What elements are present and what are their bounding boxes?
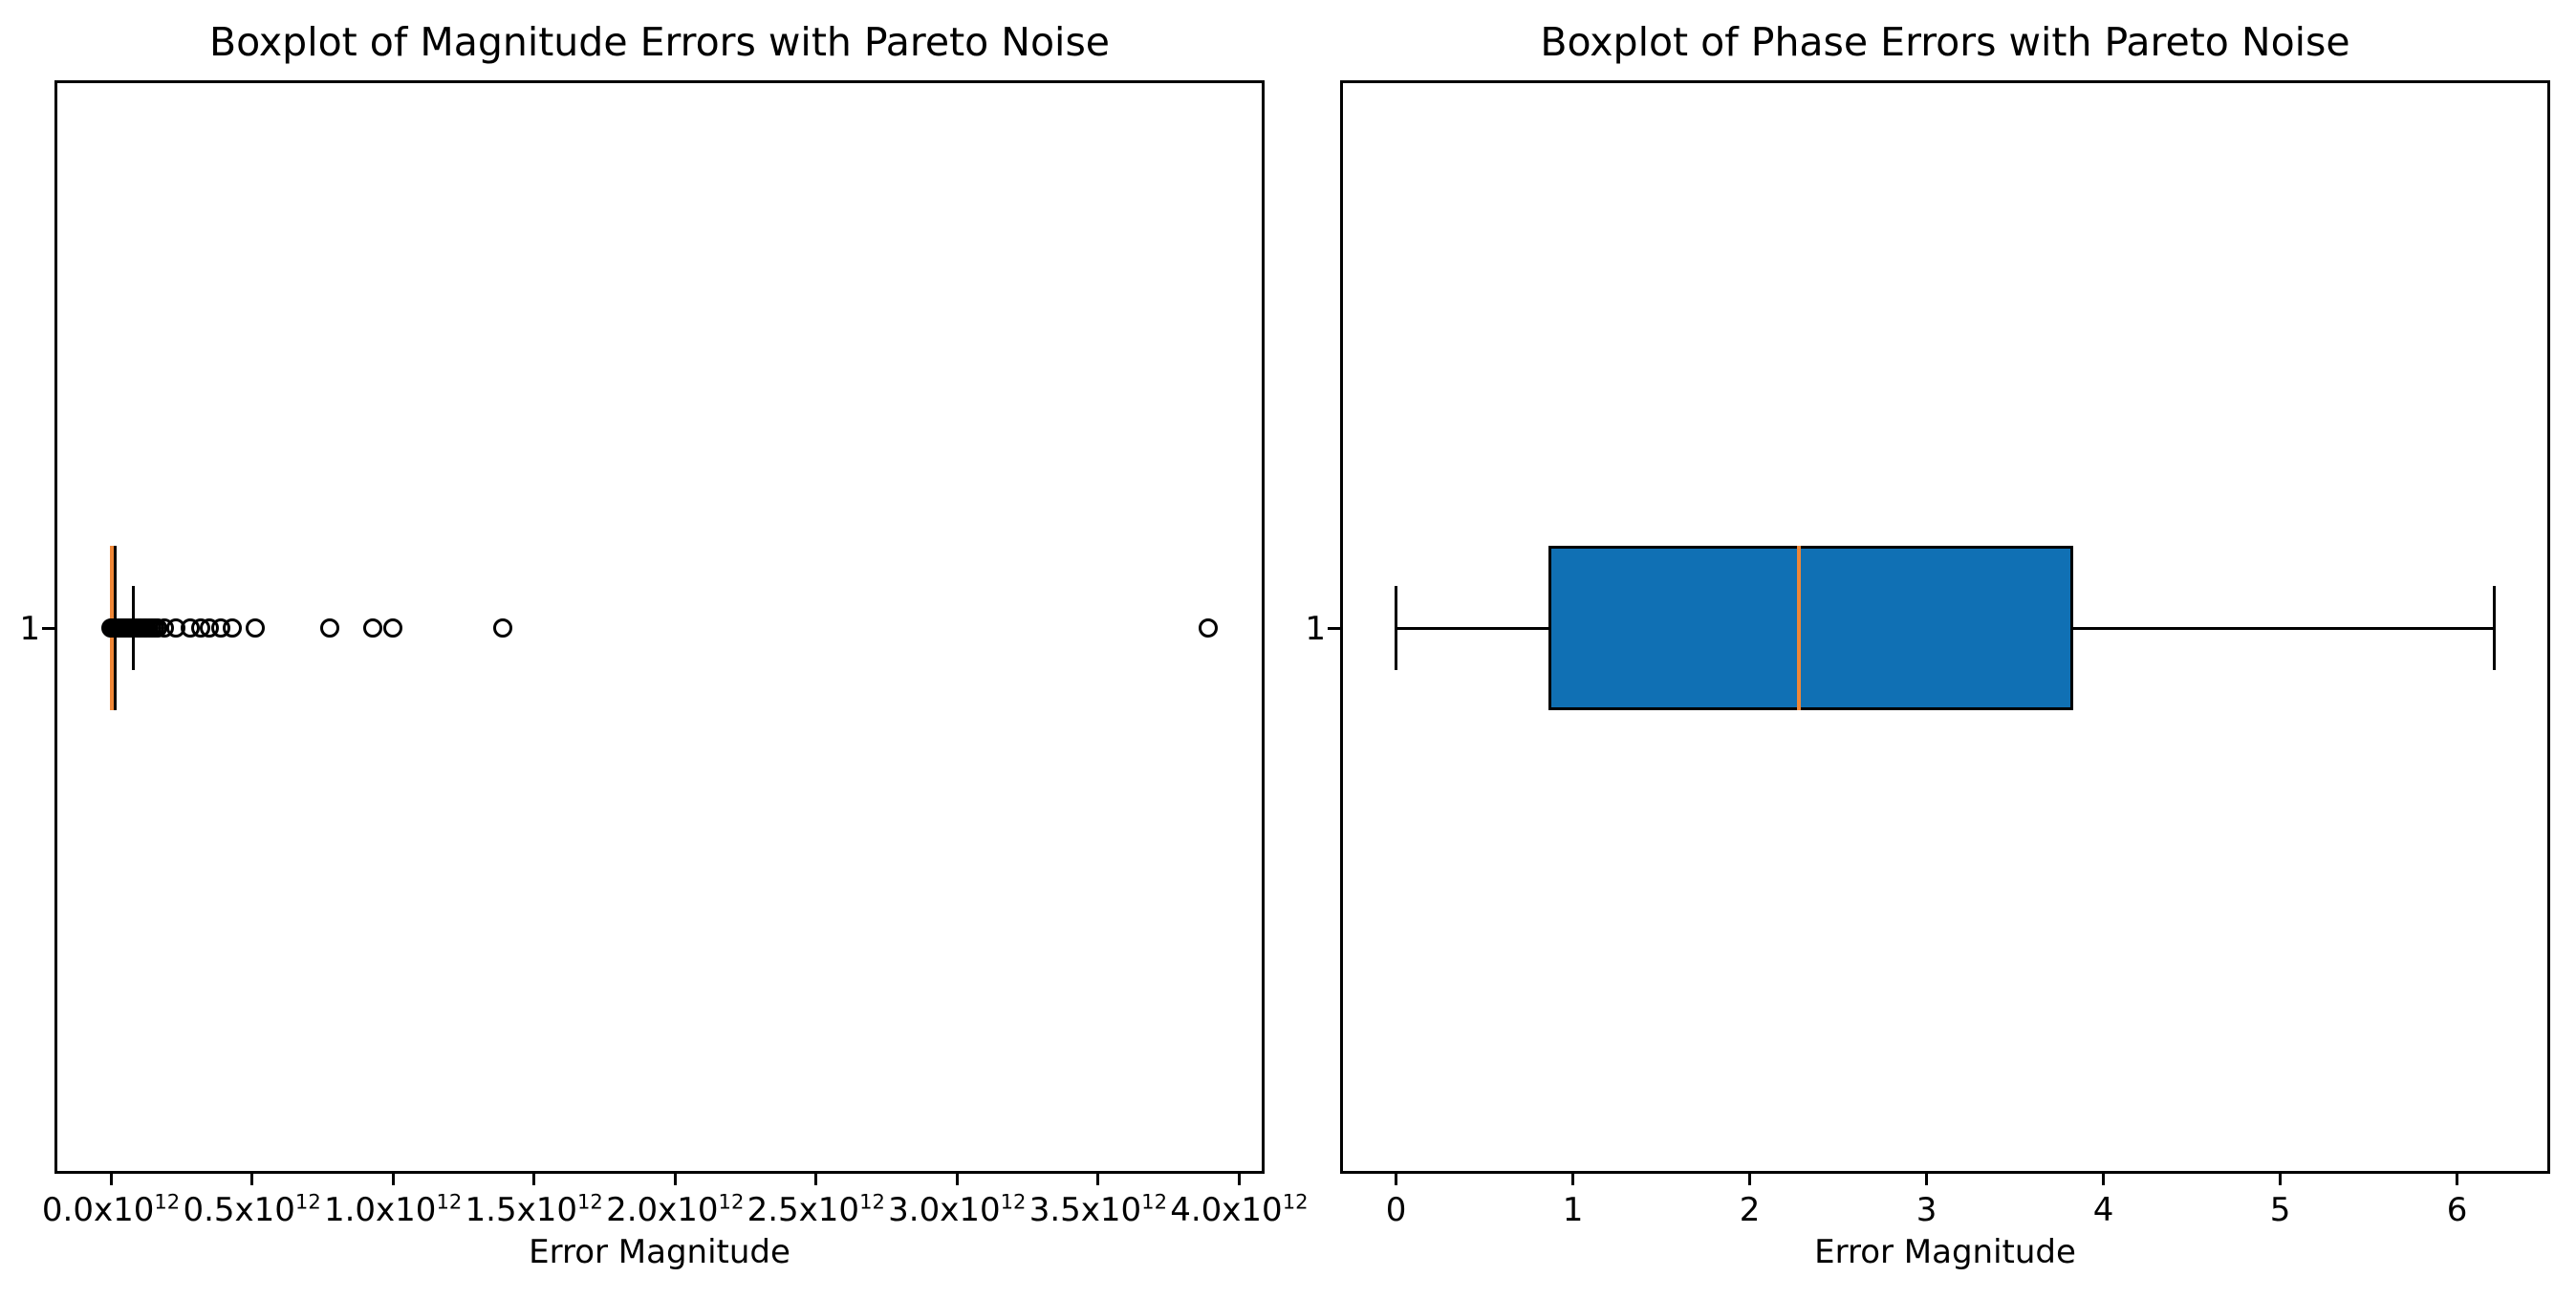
magnitude-y-tick-label: 1 xyxy=(19,610,40,648)
outlier-point xyxy=(222,618,242,639)
x-tick-mark xyxy=(2456,1174,2459,1185)
magnitude-y-tick-mark xyxy=(42,627,54,630)
whisker-cap-high xyxy=(2492,586,2496,671)
phase-plot-title: Boxplot of Phase Errors with Pareto Nois… xyxy=(1540,19,2350,65)
x-tick-mark xyxy=(532,1174,536,1185)
x-tick-label: 2.5x1012 xyxy=(747,1189,885,1229)
x-tick-label: 3.0x1012 xyxy=(888,1189,1027,1229)
x-tick-label: 1.0x1012 xyxy=(323,1189,463,1229)
whisker-line-low xyxy=(1396,626,1548,630)
outlier-point xyxy=(319,618,339,639)
magnitude-plot-title: Boxplot of Magnitude Errors with Pareto … xyxy=(208,19,1111,65)
outlier-point xyxy=(1198,618,1218,639)
x-tick-mark xyxy=(1237,1174,1241,1185)
x-tick-mark xyxy=(1395,1174,1397,1185)
x-tick-label: 4 xyxy=(2092,1191,2114,1229)
x-tick-mark xyxy=(2102,1174,2106,1185)
x-tick-label: 3.5x1012 xyxy=(1028,1189,1167,1229)
x-tick-mark xyxy=(250,1174,254,1185)
x-tick-label: 2 xyxy=(1739,1191,1761,1229)
magnitude-plot-axes: 0.0x1012 0.5x1012 1.0x1012 1.5x1012 2.0x1012… xyxy=(42,80,1309,1229)
x-tick-mark xyxy=(673,1174,677,1185)
outlier-point xyxy=(383,618,403,639)
x-tick-mark xyxy=(109,1174,113,1185)
x-tick-mark xyxy=(955,1174,959,1185)
x-tick-label: 1 xyxy=(1562,1191,1584,1229)
outlier-point xyxy=(245,618,265,639)
x-tick-mark xyxy=(1571,1174,1575,1185)
x-tick-label: 0.0x1012 xyxy=(41,1189,181,1229)
x-tick-label: 0 xyxy=(1385,1191,1407,1229)
x-tick-label: 1.5x1012 xyxy=(465,1189,603,1229)
x-tick-mark xyxy=(1096,1174,1100,1185)
x-tick-label: 5 xyxy=(2269,1191,2291,1229)
x-tick-mark xyxy=(1925,1174,1929,1185)
outlier-point xyxy=(493,618,513,639)
median-line xyxy=(1797,546,1802,711)
magnitude-x-axis-label: Error Magnitude xyxy=(529,1233,790,1271)
x-tick-mark xyxy=(2279,1174,2283,1185)
whisker-line-high xyxy=(2073,626,2495,630)
phase-x-axis-label: Error Magnitude xyxy=(1814,1233,2076,1271)
x-tick-label: 2.0x1012 xyxy=(606,1189,745,1229)
phase-y-tick-mark xyxy=(1328,627,1340,630)
x-tick-mark xyxy=(391,1174,395,1185)
box xyxy=(1548,546,2074,711)
x-tick-label: 0.5x1012 xyxy=(183,1189,321,1229)
phase-plot-axes: 0 1 2 3 4 5 6 xyxy=(1340,80,2550,1229)
x-tick-label: 3 xyxy=(1916,1191,1937,1229)
whisker-cap-low xyxy=(1395,586,1397,671)
outlier-point xyxy=(363,618,383,639)
x-tick-label: 4.0x1012 xyxy=(1170,1189,1309,1229)
x-tick-mark xyxy=(814,1174,818,1185)
x-tick-mark xyxy=(1748,1174,1752,1185)
phase-y-tick-label: 1 xyxy=(1305,610,1326,648)
x-tick-label: 6 xyxy=(2446,1191,2468,1229)
